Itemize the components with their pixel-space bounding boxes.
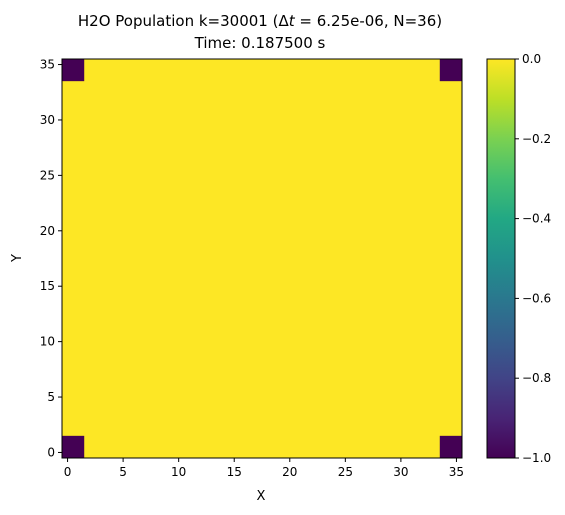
colorbar-frame (486, 58, 516, 459)
colorbar-tick-label: −0.8 (522, 371, 551, 385)
colorbar-gradient (487, 59, 515, 458)
colorbar-tick-label: −0.6 (522, 291, 551, 305)
y-tick-label: 30 (40, 113, 55, 127)
y-tick-label: 20 (40, 224, 55, 238)
x-tick-label: 25 (338, 465, 353, 479)
colorbar: 0.0 −0.2 −0.4 −0.6 −0.8 −1.0 (486, 52, 551, 465)
colorbar-tick-label: −0.4 (522, 212, 551, 226)
chart-title-line-2: Time: 0.187500 s (194, 34, 326, 52)
y-tick-label: 25 (40, 168, 55, 182)
y-axis: 0 5 10 15 20 25 30 35 (40, 58, 62, 459)
colorbar-tick-label: −0.2 (522, 132, 551, 146)
y-tick-label: 15 (40, 279, 55, 293)
x-tick-label: 35 (449, 465, 464, 479)
x-tick-label: 0 (64, 465, 72, 479)
heatmap-cell-3 (439, 59, 462, 82)
y-tick-label: 5 (47, 390, 55, 404)
y-tick-label: 0 (47, 445, 55, 459)
colorbar-tick-label: 0.0 (522, 52, 541, 66)
x-axis: 0 5 10 15 20 25 30 35 (64, 458, 464, 479)
x-axis-label: X (257, 489, 266, 504)
x-tick-label: 20 (282, 465, 297, 479)
x-tick-label: 15 (227, 465, 242, 479)
colorbar-tick-label: −1.0 (522, 451, 551, 465)
heatmap-plot: 0 5 10 15 20 25 30 35 0 5 10 15 20 25 30 35 (40, 58, 464, 479)
y-axis-label: Y (10, 254, 25, 263)
y-tick-label: 35 (40, 58, 55, 72)
heatmap-cell-1 (439, 435, 462, 458)
heatmap-background (62, 59, 462, 458)
heatmap-cell-2 (62, 59, 85, 82)
x-tick-label: 10 (171, 465, 186, 479)
chart-title-line-1: H2O Population k=30001 (Δt = 6.25e-06, N… (78, 12, 442, 30)
heatmap-cell-0 (62, 435, 85, 458)
x-tick-label: 30 (393, 465, 408, 479)
x-tick-label: 5 (119, 465, 127, 479)
y-tick-label: 10 (40, 335, 55, 349)
plot-frame (61, 58, 463, 459)
